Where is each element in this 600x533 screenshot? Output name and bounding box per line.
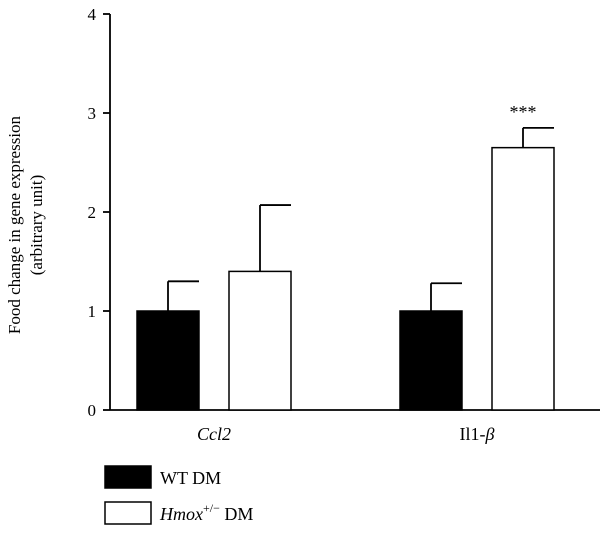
y-tick-label: 1 <box>88 302 97 321</box>
x-axis: Ccl2 Il1-β <box>110 409 600 444</box>
legend-label-suffix: DM <box>220 504 254 524</box>
bars <box>136 146 555 411</box>
x-category-label: Ccl2 <box>197 424 231 444</box>
legend-label-hmox-dm: Hmox+/− DM <box>159 501 253 524</box>
legend-swatch-hmox-dm <box>104 501 152 525</box>
y-tick-label: 4 <box>88 5 97 24</box>
bar-wt-dm-ccl2 <box>136 310 200 411</box>
y-tick-label: 0 <box>88 401 97 420</box>
legend: WT DM Hmox+/− DM <box>104 465 253 525</box>
legend-label-genotype: +/− <box>203 501 220 515</box>
x-category-label: Il1-β <box>460 424 495 444</box>
x-category-label-greek: β <box>485 424 495 444</box>
bar-hmox-dm-il1 <box>491 146 555 411</box>
significance-marker: *** <box>510 102 537 122</box>
error-bars <box>167 126 554 311</box>
y-tick-label: 2 <box>88 203 97 222</box>
x-category-label-text: Il1- <box>460 424 486 444</box>
annotations: *** <box>510 102 537 122</box>
legend-label-gene: Hmox <box>159 504 203 524</box>
x-category-label-text: Ccl2 <box>197 424 231 444</box>
y-tick-label: 3 <box>88 104 97 123</box>
y-axis-title: Food change in gene expression (arbitrar… <box>5 115 46 334</box>
y-axis-title-line2: (arbitrary unit) <box>27 175 46 276</box>
y-axis: 0 1 2 3 4 <box>88 5 111 420</box>
bar-hmox-dm-ccl2 <box>228 270 292 411</box>
bar-wt-dm-il1 <box>399 310 463 411</box>
y-axis-title-line1: Food change in gene expression <box>5 115 24 334</box>
legend-label-wt-dm: WT DM <box>160 468 221 488</box>
legend-swatch-wt-dm <box>104 465 152 489</box>
